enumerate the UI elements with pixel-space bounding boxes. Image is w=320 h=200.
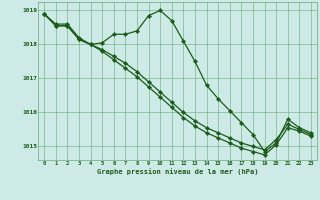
- X-axis label: Graphe pression niveau de la mer (hPa): Graphe pression niveau de la mer (hPa): [97, 168, 258, 175]
